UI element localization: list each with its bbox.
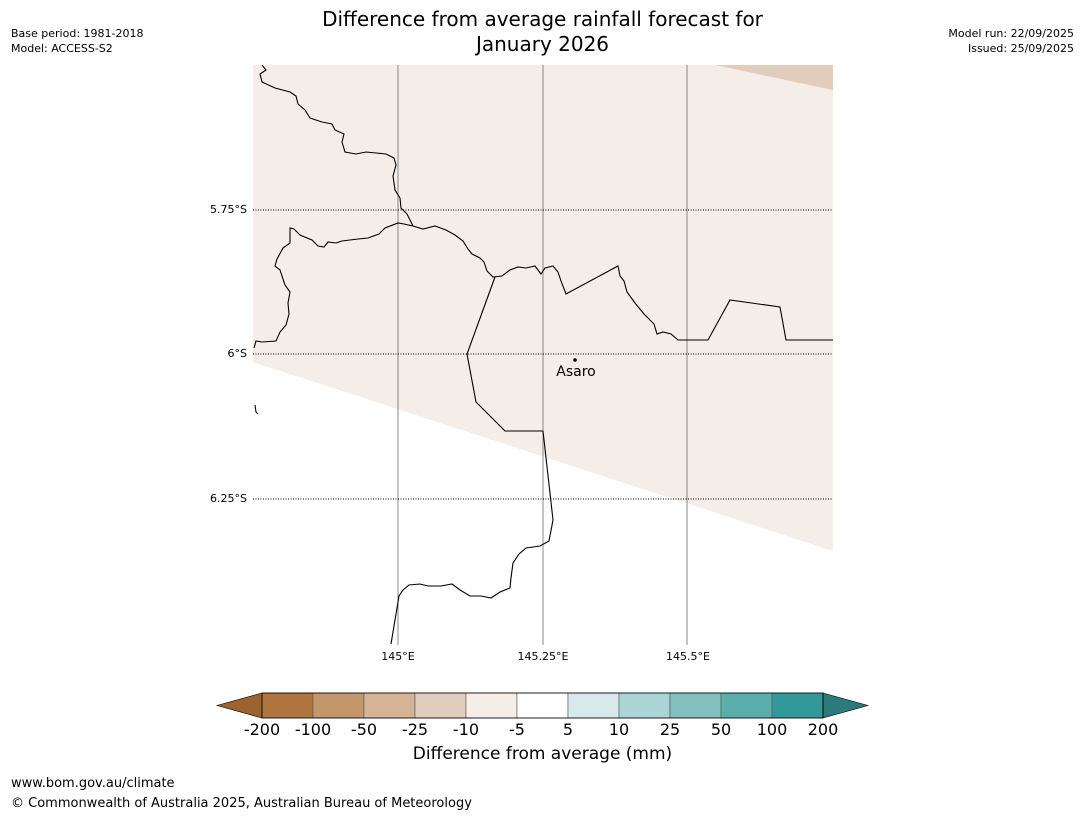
lon-label-145: 145°E [381,650,415,663]
footer-copyright: © Commonwealth of Australia 2025, Austra… [11,796,472,811]
colorbar-tick-label: 100 [756,720,788,739]
colorbar-tick-label: -200 [243,720,281,739]
colorbar-bin [618,692,671,719]
colorbar-tick-label: 5 [562,720,574,739]
colorbar-tick-label: -50 [350,720,378,739]
colorbar-label: Difference from average (mm) [412,744,673,764]
place-label-asaro: Asaro [556,364,596,380]
colorbar-tick-label: 50 [710,720,732,739]
colorbar-bin [720,692,773,719]
title-line-2: January 2026 [475,32,610,56]
colorbar-bin [567,692,620,719]
issued-date: Issued: 25/09/2025 [967,42,1074,55]
colorbar-tick-label: 200 [807,720,839,739]
title-line-1: Difference from average rainfall forecas… [322,7,763,31]
lat-label-6-25: 6.25°S [210,492,247,505]
colorbar-bin [414,692,467,719]
border-line-central [412,225,833,341]
footer-url: www.bom.gov.au/climate [11,776,175,791]
colorbar-bin [465,692,518,719]
colorbar-outline [261,692,824,719]
map-title: Difference from average rainfall forecas… [0,7,1085,57]
model-name: Model: ACCESS-S2 [11,42,113,55]
colorbar-tick-label: -5 [509,720,525,739]
colorbar [215,692,870,719]
colorbar-tick-label: -25 [401,720,429,739]
forecast-fill-moderate-dry [715,65,833,90]
meta-right: Model run: 22/09/2025 Issued: 25/09/2025 [948,26,1074,56]
colorbar-extend-high [822,692,870,719]
lon-label-145-5: 145.5°E [666,650,710,663]
colorbar-bin [669,692,722,719]
colorbar-bin [261,692,314,719]
colorbar-bin [771,692,824,719]
colorbar-tick-label: 25 [659,720,681,739]
colorbar-bin [363,692,416,719]
colorbar-bin [312,692,365,719]
meta-left: Base period: 1981-2018 Model: ACCESS-S2 [11,26,143,56]
colorbar-tick-label: -10 [452,720,480,739]
map-area [253,65,833,645]
base-period: Base period: 1981-2018 [11,27,144,40]
colorbar-extend-low [215,692,263,719]
border-line-west-fragment [254,404,259,415]
border-line-south [390,276,554,645]
colorbar-bin [516,692,569,719]
colorbar-tick-label: -100 [294,720,332,739]
lat-label-6: 6°S [227,347,247,360]
asaro-marker [573,358,577,362]
border-line-north [253,65,415,349]
model-run: Model run: 22/09/2025 [948,27,1074,40]
lat-label-5-75: 5.75°S [210,203,247,216]
lon-label-145-25: 145.25°E [517,650,569,663]
colorbar-tick-label: 10 [608,720,630,739]
